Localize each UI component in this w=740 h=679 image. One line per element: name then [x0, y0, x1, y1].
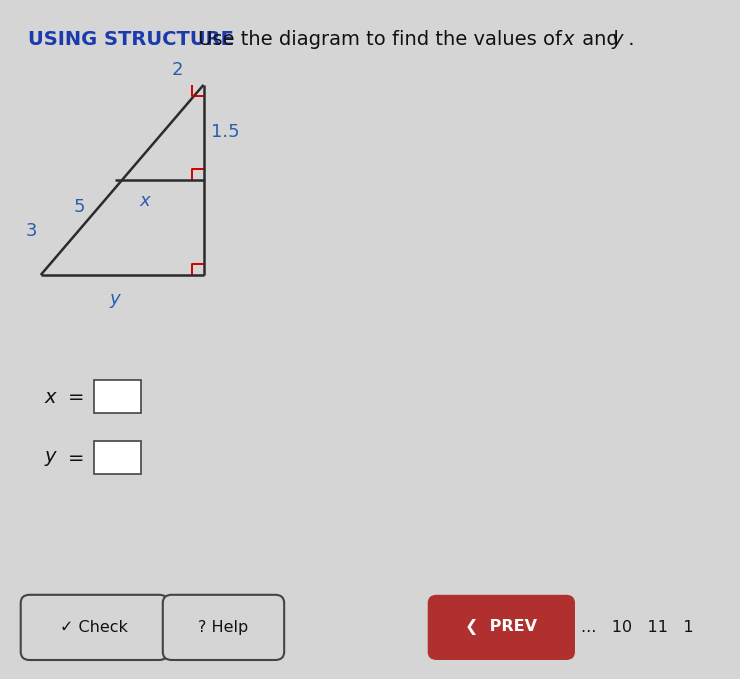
- Text: 1.5: 1.5: [211, 124, 240, 141]
- FancyBboxPatch shape: [163, 595, 284, 660]
- Text: x: x: [562, 30, 574, 49]
- Text: ❮  PREV: ❮ PREV: [465, 619, 537, 636]
- Text: ...   10   11   1: ... 10 11 1: [581, 620, 693, 635]
- Text: =: =: [68, 449, 84, 468]
- Text: y: y: [611, 30, 623, 49]
- Text: y: y: [110, 290, 120, 308]
- FancyBboxPatch shape: [94, 441, 141, 474]
- FancyBboxPatch shape: [21, 595, 168, 660]
- Text: $y$: $y$: [44, 449, 58, 468]
- Text: 5: 5: [73, 198, 85, 216]
- Text: and: and: [576, 30, 625, 49]
- Text: 2: 2: [171, 61, 183, 79]
- FancyBboxPatch shape: [428, 595, 575, 660]
- Text: USING STRUCTURE: USING STRUCTURE: [28, 30, 234, 49]
- Text: Use the diagram to find the values of: Use the diagram to find the values of: [198, 30, 568, 49]
- FancyBboxPatch shape: [94, 380, 141, 413]
- Text: x: x: [139, 192, 149, 210]
- Text: 3: 3: [25, 222, 37, 240]
- Text: $x$: $x$: [44, 388, 58, 407]
- Text: ? Help: ? Help: [198, 620, 249, 635]
- Text: =: =: [68, 388, 84, 407]
- Text: .: .: [622, 30, 634, 49]
- Text: ✓ Check: ✓ Check: [60, 620, 128, 635]
